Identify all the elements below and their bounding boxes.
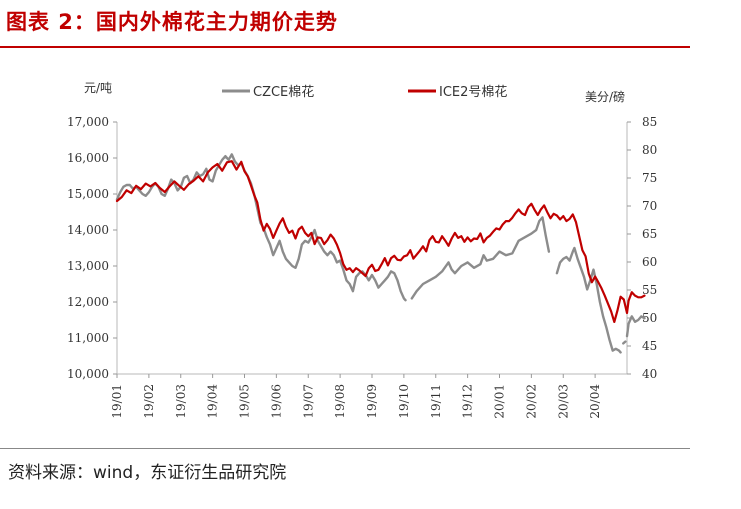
left-tick-label: 14,000 <box>67 223 109 237</box>
right-axis: 40 45 50 55 60 65 70 75 80 85 <box>627 115 657 381</box>
x-axis: 19/01 19/02 19/03 19/04 19/05 19/06 19/07 19/08… <box>110 374 602 419</box>
x-tick-label: 19/03 <box>174 384 188 419</box>
right-tick-label: 75 <box>642 171 657 185</box>
czce-price-line <box>625 315 646 338</box>
right-tick-label: 80 <box>642 143 657 157</box>
series-lines <box>115 153 646 354</box>
left-tick-label: 10,000 <box>67 367 109 381</box>
x-tick-label: 19/12 <box>461 384 475 419</box>
right-tick-label: 70 <box>642 199 657 213</box>
figure-title: 图表 2：国内外棉花主力期价走势 <box>6 10 338 34</box>
left-unit-label: 元/吨 <box>84 81 112 95</box>
left-tick-label: 17,000 <box>67 115 109 129</box>
x-tick-label: 19/11 <box>429 384 443 419</box>
left-tick-label: 12,000 <box>67 295 109 309</box>
x-tick-label: 19/09 <box>365 384 379 419</box>
x-tick-label: 19/02 <box>142 384 156 419</box>
czce-price-line <box>115 153 407 302</box>
right-tick-label: 65 <box>642 227 657 241</box>
right-tick-label: 40 <box>642 367 657 381</box>
right-unit-label: 美分/磅 <box>585 89 625 104</box>
left-tick-label: 15,000 <box>67 187 109 201</box>
x-tick-label: 19/08 <box>333 384 347 419</box>
czce-price-line <box>410 216 551 300</box>
right-tick-label: 45 <box>642 339 657 353</box>
right-tick-label: 60 <box>642 255 657 269</box>
x-tick-label: 19/07 <box>301 384 315 419</box>
x-tick-label: 19/10 <box>397 384 411 419</box>
x-tick-label: 19/01 <box>110 384 124 419</box>
source-note: 资料来源：wind，东证衍生品研究院 <box>8 463 287 483</box>
czce-price-line <box>622 340 627 345</box>
title-divider <box>0 46 690 48</box>
x-tick-label: 20/03 <box>556 384 570 419</box>
x-tick-label: 19/06 <box>269 384 283 419</box>
ice-price-line <box>115 160 646 323</box>
left-axis: 10,000 11,000 12,000 13,000 14,000 15,000 16,0… <box>67 115 117 381</box>
left-tick-label: 13,000 <box>67 259 109 273</box>
x-tick-label: 19/04 <box>206 384 220 419</box>
legend: CZCE棉花 ICE2号棉花 <box>222 84 507 100</box>
left-tick-label: 11,000 <box>67 331 109 345</box>
price-chart: 10,000 11,000 12,000 13,000 14,000 15,000 16,0… <box>67 81 657 419</box>
source-divider <box>0 448 690 449</box>
plot-frame <box>116 122 628 375</box>
right-tick-label: 85 <box>642 115 657 129</box>
left-tick-label: 16,000 <box>67 151 109 165</box>
x-tick-label: 19/05 <box>238 384 252 419</box>
czce-price-line <box>555 246 622 354</box>
x-tick-label: 20/01 <box>493 384 507 419</box>
right-tick-label: 50 <box>642 311 657 325</box>
legend-label-czce: CZCE棉花 <box>253 84 314 100</box>
legend-label-ice: ICE2号棉花 <box>439 84 507 100</box>
x-tick-label: 20/02 <box>524 384 538 419</box>
x-tick-label: 20/04 <box>588 384 602 419</box>
right-tick-label: 55 <box>642 283 657 297</box>
